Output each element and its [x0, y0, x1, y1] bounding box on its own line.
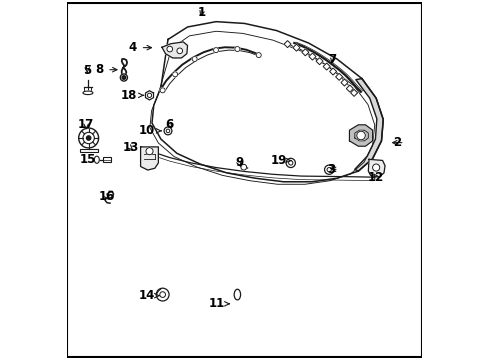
Text: 16: 16 [98, 190, 114, 203]
Circle shape [83, 132, 94, 144]
Bar [80, 149, 97, 152]
Polygon shape [354, 78, 383, 171]
Text: 13: 13 [122, 141, 139, 154]
Circle shape [160, 88, 165, 93]
Bar [292, 44, 299, 51]
Circle shape [288, 161, 292, 165]
Bar [301, 49, 308, 56]
Circle shape [172, 72, 177, 77]
Text: 1: 1 [197, 5, 205, 19]
Bar [350, 89, 357, 96]
Circle shape [256, 53, 261, 58]
Bar [329, 68, 336, 75]
Polygon shape [145, 91, 153, 100]
Text: 12: 12 [367, 171, 384, 184]
Bar [340, 79, 347, 86]
Bar [292, 44, 299, 51]
Text: 18: 18 [121, 89, 137, 102]
Bar [308, 53, 315, 60]
Bar [308, 53, 315, 60]
Bar [329, 68, 336, 75]
Bar [315, 58, 323, 65]
Bar [350, 89, 357, 96]
Text: 11: 11 [208, 297, 224, 310]
Text: 2: 2 [392, 136, 400, 149]
Ellipse shape [166, 129, 169, 133]
Ellipse shape [94, 156, 99, 163]
Circle shape [145, 148, 153, 155]
Polygon shape [367, 159, 384, 177]
Circle shape [120, 74, 127, 81]
Text: 3: 3 [326, 163, 335, 176]
Text: 14: 14 [138, 289, 155, 302]
Ellipse shape [164, 127, 172, 135]
Bar [346, 85, 353, 92]
Bar [323, 63, 329, 70]
Circle shape [177, 48, 182, 54]
Text: 6: 6 [165, 118, 173, 131]
Circle shape [241, 165, 246, 170]
Circle shape [285, 158, 295, 167]
Circle shape [147, 93, 151, 98]
Circle shape [122, 76, 125, 79]
Circle shape [213, 48, 218, 53]
Bar [335, 73, 342, 80]
Bar [103, 157, 111, 162]
Polygon shape [141, 147, 158, 170]
Text: 8: 8 [95, 63, 103, 76]
Bar [284, 41, 290, 48]
Text: 19: 19 [270, 154, 286, 167]
Circle shape [166, 46, 172, 52]
Bar [323, 63, 329, 70]
Polygon shape [349, 125, 372, 146]
Circle shape [234, 46, 240, 51]
Text: 9: 9 [235, 157, 243, 170]
Bar [80, 149, 97, 152]
Bar [335, 73, 342, 80]
Text: 7: 7 [328, 53, 336, 66]
Text: 10: 10 [138, 125, 155, 138]
Bar [340, 79, 347, 86]
Circle shape [86, 136, 91, 140]
Ellipse shape [234, 289, 240, 300]
Text: 5: 5 [83, 64, 91, 77]
Circle shape [192, 57, 197, 62]
Bar [315, 58, 323, 65]
Text: 17: 17 [78, 118, 94, 131]
Circle shape [372, 164, 379, 171]
Bar [346, 85, 353, 92]
Circle shape [324, 165, 333, 174]
Polygon shape [162, 42, 187, 58]
Circle shape [79, 128, 99, 148]
Ellipse shape [83, 91, 93, 95]
Bar [284, 41, 290, 48]
Circle shape [156, 288, 169, 301]
Bar [301, 49, 308, 56]
Circle shape [356, 131, 365, 140]
Bar [103, 157, 111, 162]
Text: 15: 15 [80, 153, 96, 166]
Text: 4: 4 [128, 41, 137, 54]
Circle shape [326, 167, 331, 172]
Circle shape [160, 292, 165, 297]
